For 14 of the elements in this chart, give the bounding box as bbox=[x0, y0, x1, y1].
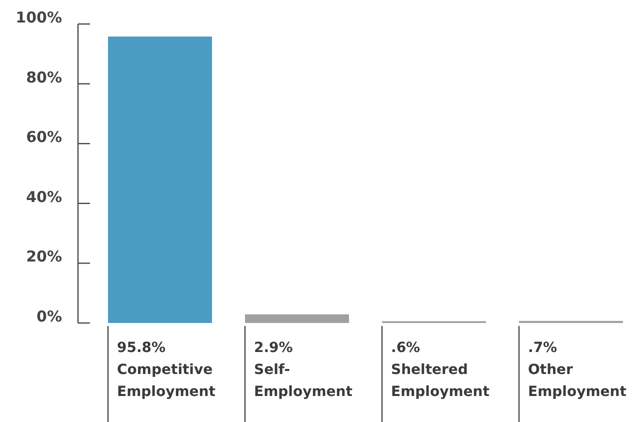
data-label: 95.8% bbox=[117, 340, 166, 356]
data-label: .7% bbox=[528, 340, 558, 356]
y-tick-label: 20% bbox=[26, 248, 62, 266]
y-tick-label: 0% bbox=[36, 308, 62, 326]
x-tick-label: Competitive Employment bbox=[117, 362, 216, 400]
data-label: .6% bbox=[391, 340, 420, 356]
x-tick-label: Self-Employment bbox=[254, 362, 353, 400]
data-label: 2.9% bbox=[254, 340, 293, 356]
y-tick-label: 80% bbox=[26, 68, 62, 86]
x-tick-label: Other Employment bbox=[528, 362, 627, 400]
y-tick-label: 100% bbox=[16, 8, 62, 26]
x-tick-label: Sheltered Employment bbox=[391, 362, 490, 400]
y-tick-label: 60% bbox=[26, 128, 62, 146]
y-tick-label: 40% bbox=[26, 188, 62, 206]
